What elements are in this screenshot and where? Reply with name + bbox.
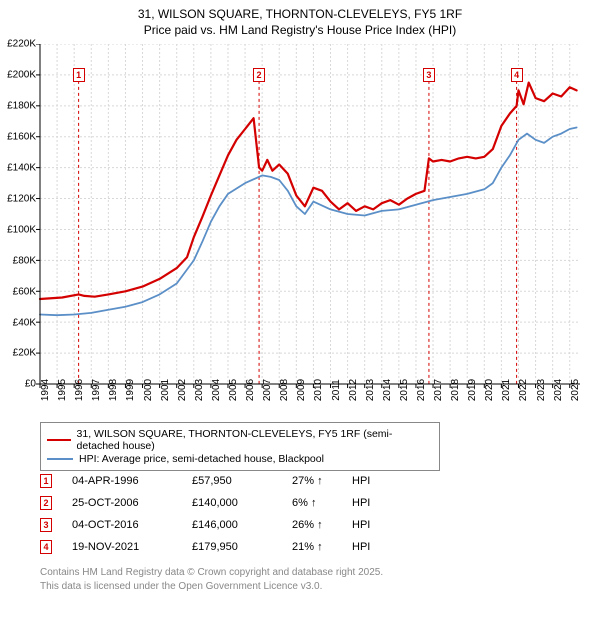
y-tick-label: £160K: [7, 132, 36, 143]
x-tick-label: 2018: [450, 379, 461, 401]
y-tick-label: £220K: [7, 39, 36, 50]
chart-figure: 31, WILSON SQUARE, THORNTON-CLEVELEYS, F…: [0, 0, 600, 620]
event-row: 1 04-APR-1996£57,95027% ↑HPI: [40, 470, 370, 492]
plot-svg: [35, 44, 580, 389]
legend: 31, WILSON SQUARE, THORNTON-CLEVELEYS, F…: [40, 422, 440, 471]
y-tick-label: £140K: [7, 163, 36, 174]
x-tick-label: 2024: [553, 379, 564, 401]
x-tick-label: 2012: [348, 379, 359, 401]
y-tick-label: £120K: [7, 193, 36, 204]
y-tick-label: £40K: [13, 317, 36, 328]
x-tick-label: 1997: [91, 379, 102, 401]
x-tick-label: 2000: [143, 379, 154, 401]
footer-line-2: This data is licensed under the Open Gov…: [40, 580, 383, 594]
event-row-pct: 26% ↑: [292, 519, 352, 531]
event-row-marker: 3: [40, 518, 52, 532]
x-tick-label: 1994: [40, 379, 51, 401]
x-tick-label: 2008: [279, 379, 290, 401]
x-tick-label: 2022: [518, 379, 529, 401]
x-tick-label: 2017: [433, 379, 444, 401]
x-tick-label: 2011: [331, 380, 342, 402]
x-tick-label: 2016: [416, 379, 427, 401]
legend-label-price-paid: 31, WILSON SQUARE, THORNTON-CLEVELEYS, F…: [77, 428, 433, 452]
event-row-price: £146,000: [192, 519, 292, 531]
x-tick-label: 2005: [228, 379, 239, 401]
y-tick-label: £20K: [13, 348, 36, 359]
legend-item-price-paid: 31, WILSON SQUARE, THORNTON-CLEVELEYS, F…: [47, 428, 433, 452]
event-row-price: £57,950: [192, 475, 292, 487]
event-row-pct: 6% ↑: [292, 497, 352, 509]
event-row-label: HPI: [352, 541, 370, 553]
x-tick-label: 2010: [313, 379, 324, 401]
plot-area: 1 2 3 4: [40, 44, 580, 384]
event-row-pct: 21% ↑: [292, 541, 352, 553]
event-row-marker: 2: [40, 496, 52, 510]
event-row-marker: 4: [40, 540, 52, 554]
x-tick-label: 1999: [125, 379, 136, 401]
x-tick-label: 2023: [536, 379, 547, 401]
event-row-price: £179,950: [192, 541, 292, 553]
event-row-label: HPI: [352, 475, 370, 487]
event-marker: 3: [423, 68, 435, 82]
event-row-date: 25-OCT-2006: [72, 497, 192, 509]
x-tick-label: 2025: [570, 379, 581, 401]
y-tick-label: £180K: [7, 101, 36, 112]
x-tick-label: 1996: [74, 379, 85, 401]
title-block: 31, WILSON SQUARE, THORNTON-CLEVELEYS, F…: [0, 0, 600, 40]
legend-label-hpi: HPI: Average price, semi-detached house,…: [79, 453, 324, 465]
x-tick-label: 2021: [501, 379, 512, 401]
event-row: 2 25-OCT-2006£140,0006% ↑HPI: [40, 492, 370, 514]
y-tick-label: £200K: [7, 70, 36, 81]
event-row-label: HPI: [352, 497, 370, 509]
title-line-2: Price paid vs. HM Land Registry's House …: [0, 22, 600, 38]
legend-item-hpi: HPI: Average price, semi-detached house,…: [47, 453, 433, 465]
y-tick-label: £100K: [7, 224, 36, 235]
x-tick-label: 2013: [365, 379, 376, 401]
event-row-marker: 1: [40, 474, 52, 488]
event-marker: 4: [511, 68, 523, 82]
event-marker: 1: [73, 68, 85, 82]
x-tick-label: 2003: [194, 379, 205, 401]
x-tick-label: 2002: [177, 379, 188, 401]
legend-swatch-price-paid: [47, 439, 71, 441]
event-row-date: 19-NOV-2021: [72, 541, 192, 553]
footer: Contains HM Land Registry data © Crown c…: [40, 566, 383, 593]
event-row-date: 04-APR-1996: [72, 475, 192, 487]
event-row-date: 04-OCT-2016: [72, 519, 192, 531]
legend-swatch-hpi: [47, 458, 73, 460]
event-row: 4 19-NOV-2021£179,95021% ↑HPI: [40, 536, 370, 558]
x-tick-label: 2009: [296, 379, 307, 401]
x-tick-label: 2001: [160, 379, 171, 401]
event-row-price: £140,000: [192, 497, 292, 509]
y-axis-labels: £0£20K£40K£60K£80K£100K£120K£140K£160K£1…: [0, 44, 38, 384]
x-tick-label: 2004: [211, 379, 222, 401]
event-row-pct: 27% ↑: [292, 475, 352, 487]
event-row: 3 04-OCT-2016£146,00026% ↑HPI: [40, 514, 370, 536]
x-tick-label: 2014: [382, 379, 393, 401]
x-tick-label: 2015: [399, 379, 410, 401]
x-tick-label: 2019: [467, 379, 478, 401]
chart-area: £0£20K£40K£60K£80K£100K£120K£140K£160K£1…: [40, 44, 580, 414]
x-tick-label: 2007: [262, 379, 273, 401]
x-tick-label: 1998: [108, 379, 119, 401]
x-tick-label: 1995: [57, 379, 68, 401]
y-tick-label: £80K: [13, 255, 36, 266]
event-marker: 2: [253, 68, 265, 82]
events-table: 104-APR-1996£57,95027% ↑HPI225-OCT-2006£…: [40, 470, 370, 558]
x-tick-label: 2020: [484, 379, 495, 401]
x-axis-labels: 1994199519961997199819992000200120022003…: [40, 386, 580, 420]
footer-line-1: Contains HM Land Registry data © Crown c…: [40, 566, 383, 580]
title-line-1: 31, WILSON SQUARE, THORNTON-CLEVELEYS, F…: [0, 6, 600, 22]
event-row-label: HPI: [352, 519, 370, 531]
y-tick-label: £60K: [13, 286, 36, 297]
x-tick-label: 2006: [245, 379, 256, 401]
